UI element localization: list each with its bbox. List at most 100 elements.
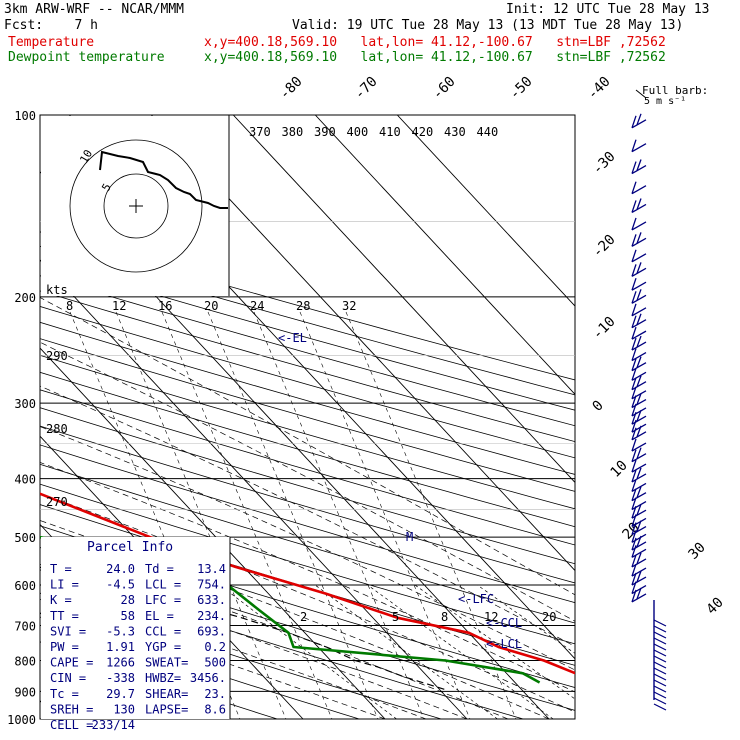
wind-barb-flag	[636, 232, 642, 244]
isotherm-label: 30	[686, 540, 709, 563]
info-key: PW =	[50, 640, 79, 654]
isotherm-line	[396, 114, 576, 307]
isotherm-label: -50	[507, 74, 536, 103]
wind-barb-flag	[631, 139, 637, 152]
info-value: 13.4	[197, 562, 226, 576]
temperature-line	[40, 492, 575, 675]
temperature-location: x,y=400.18,569.10 lat,lon= 41.12,-100.67…	[204, 35, 666, 50]
wind-barb-low	[653, 649, 667, 657]
info-value: 234.	[197, 609, 226, 623]
wind-barb	[631, 463, 647, 473]
mixing-ratio-line	[367, 584, 554, 719]
speed-guide	[299, 311, 471, 719]
theta-label: 420	[412, 125, 434, 139]
info-key: LFC =	[145, 593, 181, 607]
wind-barb-flag	[636, 356, 642, 368]
wind-barb	[631, 294, 647, 304]
wind-barb-flag	[636, 520, 642, 532]
wind-barb	[631, 351, 647, 362]
info-value: 754.	[197, 578, 226, 592]
wind-barb-flag	[631, 217, 637, 231]
pressure-label-500: 500	[14, 531, 36, 545]
wind-barb	[631, 267, 647, 277]
init-time: Init: 12 UTC Tue 28 May 13	[506, 2, 710, 17]
wind-barb-flag	[631, 514, 637, 527]
theta-label: 380	[282, 125, 304, 139]
info-key: SVI =	[50, 624, 86, 638]
wind-barb-flag	[631, 337, 637, 351]
wind-barb-flag	[631, 377, 637, 390]
wind-barb	[631, 143, 647, 153]
wind-barb-flag	[631, 497, 637, 510]
wind-barb-flag	[631, 427, 637, 441]
isotherm-label: -40	[585, 74, 614, 103]
wind-barb	[631, 307, 647, 317]
parcel-trace	[40, 566, 445, 690]
wind-barb-flag	[636, 467, 642, 480]
wind-barb	[631, 381, 647, 391]
moist-adiabat	[40, 385, 575, 647]
wind-barb-flag	[631, 326, 637, 340]
hodo-speed-label: 8	[66, 299, 73, 313]
wind-barb-low	[653, 631, 667, 639]
wind-barb-flag	[631, 358, 637, 371]
hodo-ring-10	[69, 139, 203, 273]
info-value: 1.91	[106, 640, 135, 654]
isotherm-line	[39, 347, 386, 720]
info-value: 1266	[106, 656, 135, 670]
mixing-ratio-label: 5	[392, 610, 399, 624]
speed-guide	[69, 311, 241, 719]
wind-barb-flag	[636, 552, 642, 565]
isotherm-line	[39, 259, 468, 720]
dry-adiabat	[40, 592, 442, 719]
info-value: 8.6	[204, 702, 226, 716]
wind-barb-low	[653, 643, 667, 651]
wind-barb-flag	[631, 505, 637, 519]
wind-barb-flag	[631, 277, 637, 291]
info-value: 233/14	[92, 718, 135, 732]
barb-key-sample	[635, 89, 647, 99]
pressure-label-400: 400	[14, 473, 36, 487]
wind-barb-low	[653, 673, 667, 681]
wind-barb-flag	[636, 409, 642, 422]
hodo-ring-5	[103, 173, 169, 239]
speed-guide	[253, 311, 425, 719]
hodo-trace	[99, 150, 228, 209]
pressure-label-200: 200	[14, 291, 36, 305]
hodo-speed-label: 28	[296, 299, 310, 313]
wind-barb-low	[653, 703, 667, 711]
wind-barb-flag	[631, 537, 637, 551]
info-key: SHEAR=	[145, 687, 188, 701]
wind-barb	[631, 482, 647, 493]
wind-barb	[631, 185, 647, 195]
wind-barb	[631, 407, 647, 417]
info-key: YGP =	[145, 640, 181, 654]
wind-barb-flag	[631, 395, 637, 408]
wind-barb-flag	[636, 159, 642, 171]
wind-barb-flag	[631, 264, 637, 277]
wind-barb-flag	[636, 447, 642, 459]
wind-barb-low	[653, 625, 667, 633]
info-key: LAPSE=	[145, 702, 188, 716]
speed-guide	[345, 311, 517, 719]
speed-guide	[161, 311, 333, 719]
wind-barb	[631, 442, 647, 452]
info-value: 3456.	[190, 671, 226, 685]
wind-barb-flag	[636, 570, 642, 583]
parcel-line	[40, 566, 445, 690]
wind-barb-flag	[631, 315, 637, 328]
wind-barb-flag	[636, 113, 642, 126]
isotherm-label: 10	[608, 458, 631, 481]
dry-adiabat	[40, 407, 575, 565]
mixing-ratio-line	[219, 584, 397, 719]
wind-barb-flag	[631, 488, 637, 501]
info-value: -338	[106, 671, 135, 685]
wind-barb-flag	[636, 262, 642, 274]
wind-barb-low	[653, 667, 667, 675]
dewpoint-location: x,y=400.18,569.10 lat,lon= 41.12,-100.67…	[204, 50, 666, 65]
pressure-label-300: 300	[14, 397, 36, 411]
info-value: -5.3	[106, 624, 135, 638]
theta-label: 410	[379, 125, 401, 139]
